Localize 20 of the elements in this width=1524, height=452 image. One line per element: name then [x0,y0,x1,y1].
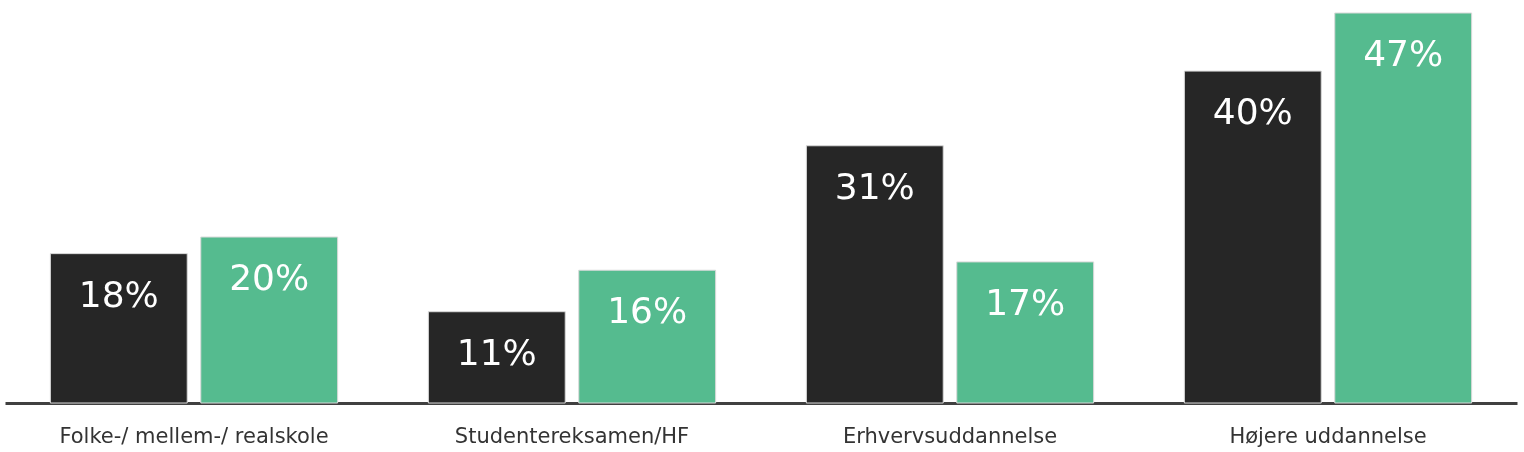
bar [49,253,188,404]
x-tick-label: Studentereksamen/HF [454,423,690,448]
bar [805,145,944,404]
data-label: 20% [229,257,310,299]
data-label: 17% [985,281,1066,323]
data-label: 31% [834,165,915,207]
x-tick-label: Folke-/ mellem-/ realskole [59,423,329,448]
bar [200,236,339,404]
bar [578,269,717,404]
bar [1183,70,1322,404]
data-label: 18% [78,273,159,315]
bar [1334,12,1473,404]
bar [956,261,1095,404]
data-label: 11% [456,331,537,373]
x-tick-label: Erhvervsuddannelse [842,423,1058,448]
bar [427,311,566,404]
x-tick-label: Højere uddannelse [1229,423,1427,448]
data-label: 47% [1363,33,1444,74]
data-label: 16% [607,290,688,332]
data-label: 40% [1212,91,1293,133]
